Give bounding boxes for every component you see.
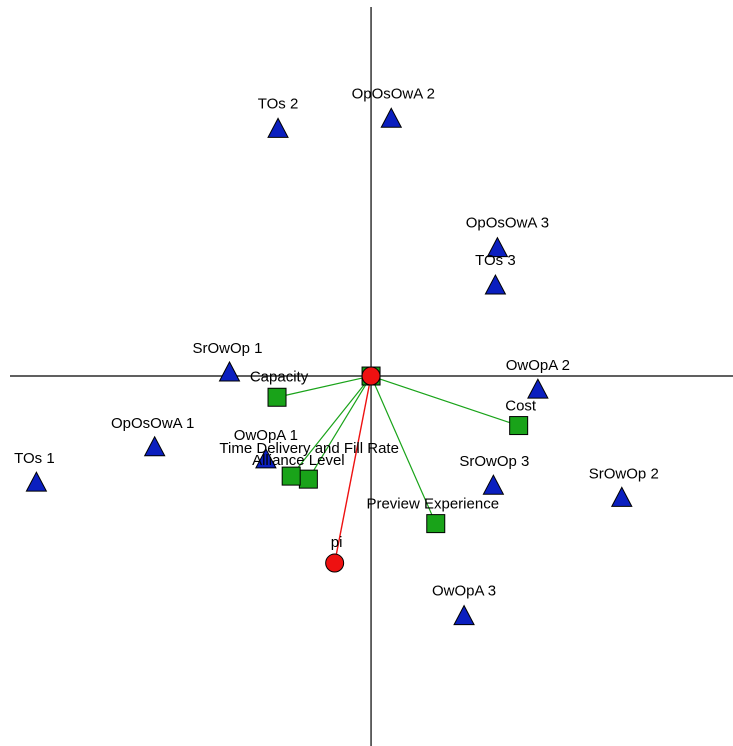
triangle-marker-oposowa-2: [380, 107, 403, 128]
label-pi: pi: [331, 534, 343, 551]
data-markers: [25, 107, 633, 626]
label-owopa-1: OwOpA 1: [234, 427, 298, 444]
label-srowop-3: SrOwOp 3: [459, 453, 529, 470]
vector-time-delivery-and-fill-rate: [290, 375, 372, 477]
label-time-delivery-and-fill-rate: Time Delivery and Fill Rate: [219, 440, 399, 457]
label-tos-2: TOs 2: [258, 95, 299, 112]
vector-pi: [333, 375, 372, 564]
vector-alliance-level: [307, 375, 372, 480]
triangle-marker-tos-1: [25, 471, 48, 492]
square-marker-preview-experience: [426, 514, 446, 534]
square-marker-cost: [509, 416, 529, 436]
label-alliance-level: Alliance Level: [252, 452, 345, 469]
triangle-marker-oposowa-1: [143, 435, 166, 457]
label-oposowa-1: OpOsOwA 1: [111, 415, 194, 432]
label-srowop-2: SrOwOp 2: [589, 465, 659, 482]
triangle-marker-tos-2: [267, 117, 289, 138]
vector-cost: [370, 375, 519, 427]
triangle-marker-owopa-2: [527, 378, 549, 399]
data-labels: TOs 2 OpOsOwA 2 OpOsOwA 3 TOs 3 SrOwOp 1 OwOp…: [14, 85, 659, 599]
vector-preview-experience: [370, 375, 437, 524]
label-oposowa-3: OpOsOwA 3: [466, 215, 549, 232]
origin-circle-marker: [361, 366, 381, 386]
vector-capacity: [276, 375, 372, 398]
triangle-marker-srowop-2: [610, 486, 633, 507]
triangle-marker-oposowa-3: [486, 236, 509, 258]
triangle-marker-owopa-3: [453, 604, 475, 626]
label-cost: Cost: [505, 398, 537, 415]
triangle-marker-owopa-1: [255, 447, 277, 469]
attribute-vectors: [276, 375, 519, 564]
triangle-marker-srowop-3: [482, 474, 505, 495]
label-preview-experience: Preview Experience: [366, 496, 499, 513]
label-owopa-3: OwOpA 3: [432, 583, 496, 600]
square-marker-time-delivery-and-fill-rate: [281, 466, 301, 486]
triangle-marker-srowop-1: [218, 360, 241, 382]
label-tos-3: TOs 3: [475, 252, 516, 269]
label-capacity: Capacity: [250, 368, 309, 385]
square-marker-alliance-level: [298, 469, 318, 489]
label-oposowa-2: OpOsOwA 2: [352, 85, 435, 102]
triangle-marker-tos-3: [484, 273, 507, 295]
label-tos-1: TOs 1: [14, 450, 55, 467]
label-owopa-2: OwOpA 2: [506, 357, 570, 374]
label-srowop-1: SrOwOp 1: [192, 340, 262, 357]
circle-marker-pi: [325, 553, 345, 573]
square-marker-capacity: [267, 387, 287, 407]
